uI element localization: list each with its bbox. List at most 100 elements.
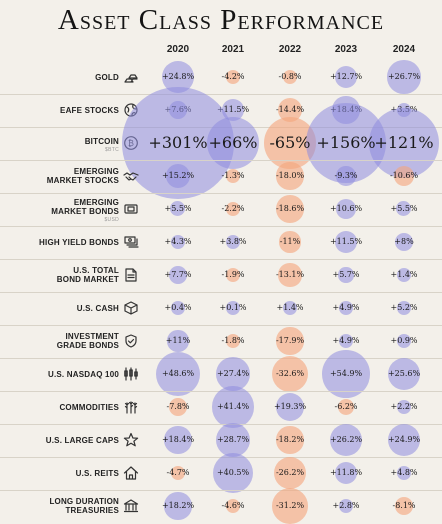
value-label-u-s-large-caps-2020: +18.4% — [161, 434, 195, 444]
bubble-high-yield-bonds-2022 — [279, 231, 301, 253]
value-label-high-yield-bonds-2023: +11.5% — [329, 236, 363, 246]
bubble-commodities-2021 — [212, 386, 254, 428]
asset-label: U.S. LARGE CAPS — [45, 435, 119, 445]
asset-label: GRADE BONDS — [56, 341, 119, 350]
chart-title: Asset Class Performance — [57, 4, 385, 36]
value-label-u-s-cash-2021: +0.1% — [219, 302, 247, 312]
bubble-investment-grade-bonds-2023 — [338, 333, 354, 349]
year-header-2023: 2023 — [334, 44, 358, 55]
candlestick-icon — [123, 366, 139, 382]
asset-label: TREASURIES — [65, 506, 119, 515]
bubble-u-s-large-caps-2024 — [388, 424, 420, 456]
bubble-u-s-nasdaq-100-2021 — [216, 357, 250, 391]
asset-label: EMERGING — [73, 167, 119, 176]
bubble-long-duration-treasuries-2021 — [226, 499, 240, 513]
value-label-u-s-total-bond-market-2023: +5.7% — [332, 269, 360, 279]
value-label-u-s-reits-2021: +40.5% — [216, 467, 250, 477]
value-label-u-s-nasdaq-100-2021: +27.4% — [216, 368, 250, 378]
value-label-commodities-2020: -7.8% — [166, 401, 190, 411]
bubble-emerging-market-stocks-2020 — [165, 163, 191, 189]
bubble-emerging-market-bonds-2022 — [276, 195, 304, 223]
bubble-u-s-nasdaq-100-2022 — [271, 355, 309, 393]
row-divider — [0, 93, 442, 95]
bubble-gold-2021 — [226, 70, 240, 84]
asset-label: HIGH YIELD BONDS — [39, 237, 119, 247]
bubble-u-s-large-caps-2020 — [164, 426, 192, 454]
value-label-high-yield-bonds-2024: +8% — [394, 236, 414, 246]
value-label-investment-grade-bonds-2024: +0.9% — [390, 335, 418, 345]
shield-check-icon — [123, 333, 139, 349]
bubble-u-s-total-bond-market-2020 — [169, 266, 187, 284]
value-label-u-s-large-caps-2024: +24.9% — [387, 434, 421, 444]
bubble-u-s-total-bond-market-2023 — [338, 267, 354, 283]
asset-ticker: $BTC — [105, 146, 119, 153]
value-label-investment-grade-bonds-2020: +11% — [165, 335, 191, 345]
value-label-u-s-reits-2020: -4.7% — [166, 467, 190, 477]
bubble-u-s-total-bond-market-2021 — [226, 268, 240, 282]
bubble-u-s-cash-2022 — [283, 301, 297, 315]
asset-label: BITCOIN — [84, 136, 119, 146]
asset-label: MARKET BONDS — [51, 207, 119, 216]
bubble-high-yield-bonds-2021 — [226, 235, 240, 249]
bubble-u-s-nasdaq-100-2020 — [155, 351, 201, 397]
asset-label: U.S. NASDAQ 100 — [47, 369, 119, 379]
bubble-high-yield-bonds-2020 — [171, 235, 185, 249]
value-label-emerging-market-stocks-2022: -18.0% — [275, 170, 305, 180]
value-label-gold-2021: -4.2% — [221, 71, 245, 81]
value-label-commodities-2022: +19.3% — [273, 401, 307, 411]
asset-label: U.S. REITS — [75, 468, 119, 478]
value-label-u-s-cash-2024: +5.2% — [390, 302, 418, 312]
bubble-emerging-market-stocks-2022 — [276, 162, 304, 190]
value-label-gold-2024: +26.7% — [387, 71, 421, 81]
row-divider — [0, 159, 442, 161]
value-label-u-s-total-bond-market-2021: -1.9% — [221, 269, 245, 279]
bubble-u-s-reits-2024 — [396, 465, 411, 480]
asset-label: U.S. TOTAL — [73, 266, 119, 275]
value-label-u-s-large-caps-2022: -18.2% — [275, 434, 305, 444]
bubble-high-yield-bonds-2024 — [394, 232, 414, 252]
value-label-bitcoin-2022: -65% — [269, 132, 311, 152]
value-label-long-duration-treasuries-2024: -8.1% — [392, 500, 416, 510]
row-divider — [0, 324, 442, 326]
bubble-emerging-market-stocks-2021 — [226, 169, 240, 183]
row-divider — [0, 423, 442, 425]
bubble-u-s-cash-2023 — [338, 300, 354, 316]
value-label-investment-grade-bonds-2022: -17.9% — [275, 335, 305, 345]
value-label-emerging-market-bonds-2023: +10.6% — [329, 203, 363, 213]
bubble-emerging-market-bonds-2020 — [170, 201, 186, 217]
year-header-2021: 2021 — [221, 44, 245, 55]
value-label-emerging-market-stocks-2021: -1.3% — [221, 170, 245, 180]
value-label-emerging-market-bonds-2021: -2.2% — [221, 203, 245, 213]
bubble-emerging-market-stocks-2024 — [393, 165, 415, 187]
value-label-long-duration-treasuries-2020: +18.2% — [161, 500, 195, 510]
bubble-u-s-cash-2021 — [226, 301, 240, 315]
asset-label: MARKET STOCKS — [46, 176, 119, 185]
value-label-emerging-market-bonds-2022: -18.6% — [275, 203, 305, 213]
value-label-u-s-cash-2023: +4.9% — [332, 302, 360, 312]
row-divider — [0, 357, 442, 359]
value-label-long-duration-treasuries-2023: +2.8% — [332, 500, 360, 510]
value-label-u-s-large-caps-2021: +28.7% — [216, 434, 250, 444]
row-divider — [0, 291, 442, 293]
bubble-investment-grade-bonds-2020 — [167, 330, 189, 352]
gold-bars-icon — [123, 69, 139, 85]
bubble-investment-grade-bonds-2024 — [397, 334, 411, 348]
bubble-emerging-market-bonds-2023 — [335, 198, 357, 220]
asset-label: U.S. CASH — [76, 303, 119, 313]
bubble-gold-2023 — [334, 65, 358, 89]
value-label-u-s-cash-2020: +0.4% — [164, 302, 192, 312]
handshake-icon — [123, 168, 139, 184]
value-label-commodities-2021: +41.4% — [216, 401, 250, 411]
wheat-icon — [123, 399, 139, 415]
value-label-gold-2023: +12.7% — [329, 71, 363, 81]
value-label-u-s-nasdaq-100-2024: +25.6% — [387, 368, 421, 378]
bank-building-icon — [123, 498, 139, 514]
value-label-u-s-cash-2022: +1.4% — [276, 302, 304, 312]
cash-box-icon — [123, 300, 139, 316]
value-label-eafe-stocks-2022: -14.4% — [275, 104, 305, 114]
value-label-investment-grade-bonds-2023: +4.9% — [332, 335, 360, 345]
bubble-emerging-market-bonds-2024 — [396, 201, 412, 217]
value-label-high-yield-bonds-2022: -11% — [279, 236, 301, 246]
value-label-u-s-total-bond-market-2024: +1.4% — [390, 269, 418, 279]
bubble-emerging-market-bonds-2021 — [226, 202, 240, 216]
